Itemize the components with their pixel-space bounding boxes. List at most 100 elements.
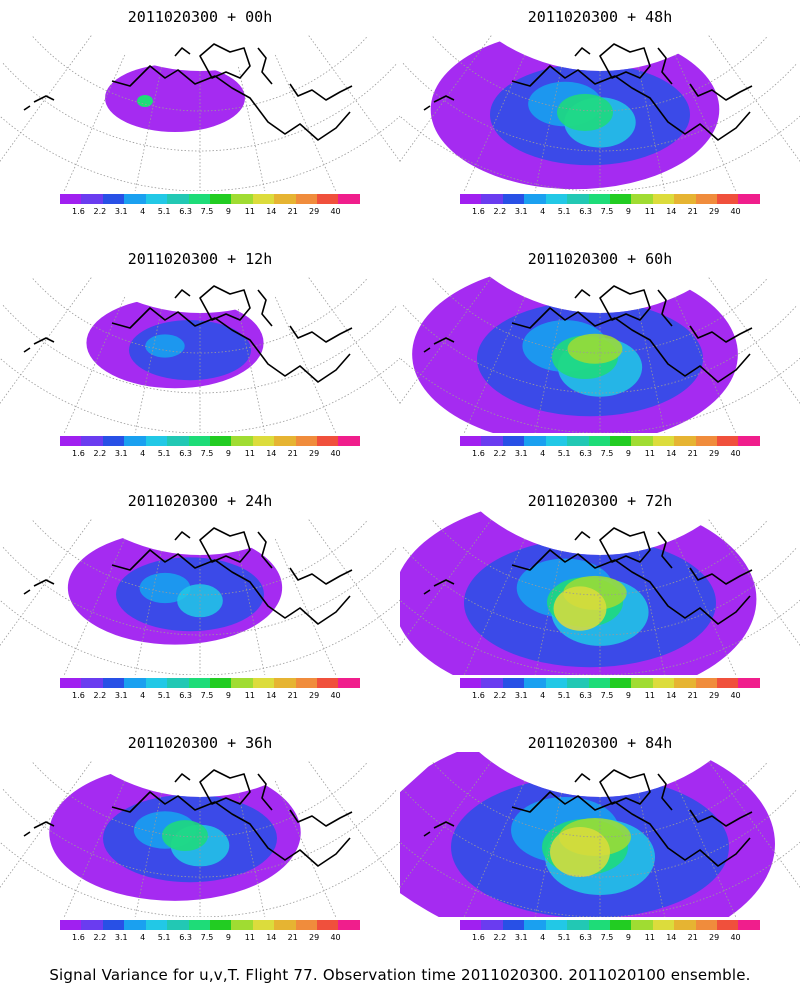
colorbar-tick-label: 29: [309, 207, 320, 216]
colorbar-swatch: [60, 678, 82, 688]
colorbar-swatch: [674, 678, 696, 688]
colorbar: [460, 920, 760, 930]
colorbar-swatch: [717, 678, 739, 688]
colorbar-tick-label: 7.5: [200, 691, 214, 700]
coastline: [23, 769, 353, 867]
graticule: [0, 277, 400, 433]
colorbar-swatch: [738, 920, 760, 930]
colorbar-tick-label: 2.2: [493, 207, 507, 216]
map-plot: [0, 519, 400, 675]
colorbar-tick-label: 9: [225, 691, 231, 700]
colorbar-swatch: [338, 678, 360, 688]
colorbar-tick-label: 1.6: [472, 933, 485, 942]
colorbar-tick-label: 9: [225, 933, 231, 942]
colorbar-tick-label: 7.5: [200, 449, 214, 458]
variance-field: [412, 268, 738, 433]
colorbar-tick-label: 7.5: [200, 933, 214, 942]
colorbar-swatch: [145, 678, 168, 688]
colorbar: [60, 194, 360, 204]
panel-title: 2011020300 + 12h: [127, 250, 273, 268]
colorbar-swatch: [231, 194, 253, 204]
colorbar-swatch: [481, 436, 503, 446]
colorbar-swatch: [231, 436, 253, 446]
colorbar-tick-label: 4: [140, 691, 146, 700]
colorbar-tick-label: 3.1: [114, 691, 128, 700]
colorbar-swatch: [102, 436, 125, 446]
colorbar-tick-label: 9: [625, 449, 631, 458]
colorbar-tick-label: 1.6: [72, 449, 85, 458]
colorbar-tick-label: 3.1: [114, 933, 128, 942]
colorbar-tick-label: 5.1: [157, 691, 171, 700]
colorbar-tick-label: 7.5: [200, 207, 214, 216]
colorbar-tick-label: 5.1: [157, 207, 171, 216]
colorbar-tick-label: 4: [540, 207, 546, 216]
colorbar-swatch: [545, 920, 568, 930]
colorbar-tick-label: 4: [140, 449, 146, 458]
colorbar-swatch: [338, 436, 360, 446]
colorbar-tick-label: 3.1: [514, 691, 528, 700]
colorbar-swatch: [695, 436, 718, 446]
colorbar-swatch: [652, 678, 675, 688]
colorbar-tick-label: 2.2: [93, 449, 107, 458]
variance-field: [105, 64, 245, 132]
colorbar: [60, 920, 360, 930]
colorbar-tick-label: 7.5: [600, 933, 614, 942]
colorbar-tick-label: 5.1: [557, 207, 571, 216]
colorbar-tick-label: 11: [644, 449, 655, 458]
colorbar-swatch: [674, 920, 696, 930]
map-panel: 2011020300 + 12h 1.6 2.2 3.1 4 5.1 6.3 7.5 9 11 14…: [0, 242, 400, 484]
colorbar-swatch: [274, 678, 296, 688]
colorbar: [460, 436, 760, 446]
colorbar-swatch: [738, 436, 760, 446]
colorbar-swatch: [609, 920, 632, 930]
colorbar-tick-label: 3.1: [514, 933, 528, 942]
colorbar-tick-label: 9: [225, 449, 231, 458]
colorbar-swatch: [524, 678, 546, 688]
colorbar-swatch: [167, 194, 189, 204]
colorbar-swatch: [124, 436, 146, 446]
colorbar-tick-label: 2.2: [93, 933, 107, 942]
colorbar-swatch: [481, 678, 503, 688]
colorbar-labels: 1.6 2.2 3.1 4 5.1 6.3 7.5 9 11 14 21 29 40: [46, 933, 366, 943]
colorbar-swatch: [695, 678, 718, 688]
graticule: [400, 277, 800, 433]
colorbar-swatch: [81, 194, 103, 204]
colorbar-tick-label: 21: [687, 691, 698, 700]
colorbar-labels: 1.6 2.2 3.1 4 5.1 6.3 7.5 9 11 14 21 29 40: [46, 207, 366, 217]
colorbar-swatch: [145, 920, 168, 930]
colorbar-swatch: [252, 194, 275, 204]
colorbar-swatch: [502, 678, 525, 688]
colorbar-swatch: [124, 920, 146, 930]
map-plot: [400, 29, 800, 191]
colorbar-labels: 1.6 2.2 3.1 4 5.1 6.3 7.5 9 11 14 21 29 40: [446, 933, 766, 943]
coastline: [423, 769, 753, 867]
panel-title: 2011020300 + 84h: [527, 734, 673, 752]
colorbar-tick-label: 40: [330, 207, 341, 216]
colorbar-swatch: [295, 436, 318, 446]
colorbar-tick-label: 3.1: [114, 207, 128, 216]
colorbar-swatch: [274, 920, 296, 930]
colorbar-tick-label: 29: [309, 449, 320, 458]
colorbar-swatch: [188, 436, 210, 446]
colorbar-tick-label: 7.5: [600, 207, 614, 216]
colorbar-swatch: [209, 194, 232, 204]
colorbar-swatch: [695, 920, 718, 930]
colorbar-tick-label: 6.3: [579, 691, 592, 700]
colorbar-swatch: [460, 920, 482, 930]
colorbar-swatch: [588, 678, 610, 688]
colorbar-tick-label: 1.6: [72, 691, 85, 700]
colorbar-labels: 1.6 2.2 3.1 4 5.1 6.3 7.5 9 11 14 21 29 40: [446, 207, 766, 217]
colorbar-swatch: [124, 678, 146, 688]
colorbar-tick-label: 14: [666, 207, 677, 216]
colorbar-swatch: [317, 436, 339, 446]
panel-title: 2011020300 + 00h: [127, 8, 273, 26]
colorbar-swatch: [231, 920, 253, 930]
colorbar-tick-label: 6.3: [179, 691, 192, 700]
colorbar-swatch: [167, 920, 189, 930]
variance-field: [49, 764, 301, 901]
colorbar-tick-label: 6.3: [579, 933, 592, 942]
colorbar-swatch: [567, 194, 589, 204]
colorbar-swatch: [295, 194, 318, 204]
colorbar-tick-label: 40: [730, 207, 741, 216]
colorbar-swatch: [295, 920, 318, 930]
